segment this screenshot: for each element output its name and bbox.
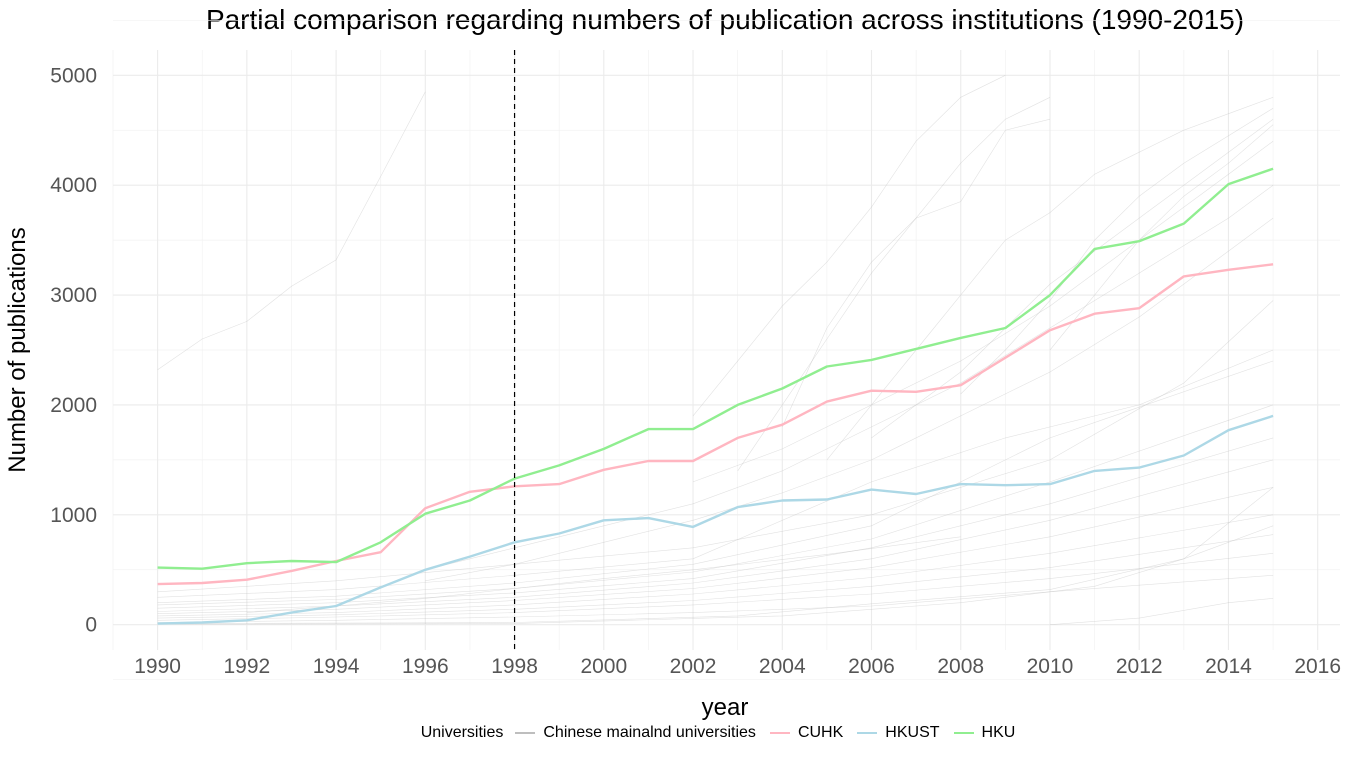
mainland-line-22 [157,487,1274,624]
mainland-line-10 [425,217,1274,582]
mainland-line-11 [157,300,1274,593]
legend-swatch-hkust [857,732,878,734]
y-tick-label: 4000 [50,174,97,197]
mainland-line-19 [157,534,1274,619]
mainland-line-7 [1049,124,1274,351]
legend-swatch-hku [953,732,974,734]
mainland-line-21 [157,575,1274,623]
y-axis-title: Number of publications [4,227,31,472]
legend-label-cuhk: CUHK [797,724,844,741]
x-tick-label: 1990 [134,655,181,678]
series-line-hkust [157,414,1274,625]
x-tick-label: 2012 [1116,655,1163,678]
x-tick-label: 2010 [1027,655,1074,678]
legend-item-mainland: Chinese mainalnd universities [515,724,756,742]
mainland-line-18 [157,514,1274,617]
mainland-line-3 [782,118,1051,428]
x-tick-label: 1998 [491,655,538,678]
y-tick-label: 0 [85,614,97,637]
series-line-hku [157,167,1274,570]
x-tick-label: 2016 [1294,655,1341,678]
x-tick-label: 1992 [223,655,270,678]
mainland-line-23 [157,525,1274,625]
mainland-line-8 [692,140,1274,483]
hk-university-lines [157,167,1274,625]
x-tick-label: 1994 [313,655,360,678]
mainland-line-14 [157,404,1274,606]
mainland-line-16 [157,459,1274,612]
x-tick-label: 2008 [937,655,984,678]
mainland-line-13 [157,360,1274,603]
mainland-line-24 [1049,598,1274,625]
y-tick-label: 1000 [50,504,97,527]
mainland-line-0 [157,91,426,371]
legend-item-hkust: HKUST [857,724,940,742]
x-tick-label: 1996 [402,655,449,678]
x-tick-label: 2002 [670,655,717,678]
y-tick-label: 3000 [50,284,97,307]
mainland-line-17 [157,487,1274,614]
x-tick-label: 2014 [1205,655,1252,678]
y-tick-label: 2000 [50,394,97,417]
mainland-line-25 [246,536,961,613]
mainland-line-2 [737,97,1051,472]
mainland-line-9 [425,184,1274,571]
legend-title: Universities [420,724,504,741]
x-tick-label: 2004 [759,655,806,678]
legend-swatch-mainland [515,732,536,734]
mainland-line-5 [960,107,1274,395]
grid-major [113,50,1340,650]
legend-label-hku: HKU [981,724,1016,741]
legend: Universities Chinese mainalnd universiti… [0,724,1365,742]
series-line-cuhk [157,263,1274,586]
y-tick-labels: 0 1000 2000 3000 4000 5000 [50,64,97,636]
x-tick-label: 2006 [848,655,895,678]
x-tick-label: 2000 [580,655,627,678]
mainland-line-12 [157,349,1274,598]
x-axis-title: year [702,694,749,721]
mainland-line-20 [157,553,1274,621]
mainland-line-1 [692,75,1006,417]
y-tick-label: 5000 [50,64,97,87]
legend-label-mainland: Chinese mainalnd universities [543,724,756,741]
legend-label-hkust: HKUST [885,724,940,741]
legend-item-hku: HKU [953,724,1016,742]
chart-title: Partial comparison regarding numbers of … [205,4,1245,35]
x-tick-labels: 1990 1992 1994 1996 1998 2000 2002 2004 2006 2008… [134,655,1341,678]
legend-swatch-cuhk [769,732,790,734]
mainland-line-4 [826,97,1274,461]
grid-minor [112,19,1340,681]
mainland-line-15 [157,437,1274,609]
legend-item-cuhk: CUHK [769,724,844,742]
